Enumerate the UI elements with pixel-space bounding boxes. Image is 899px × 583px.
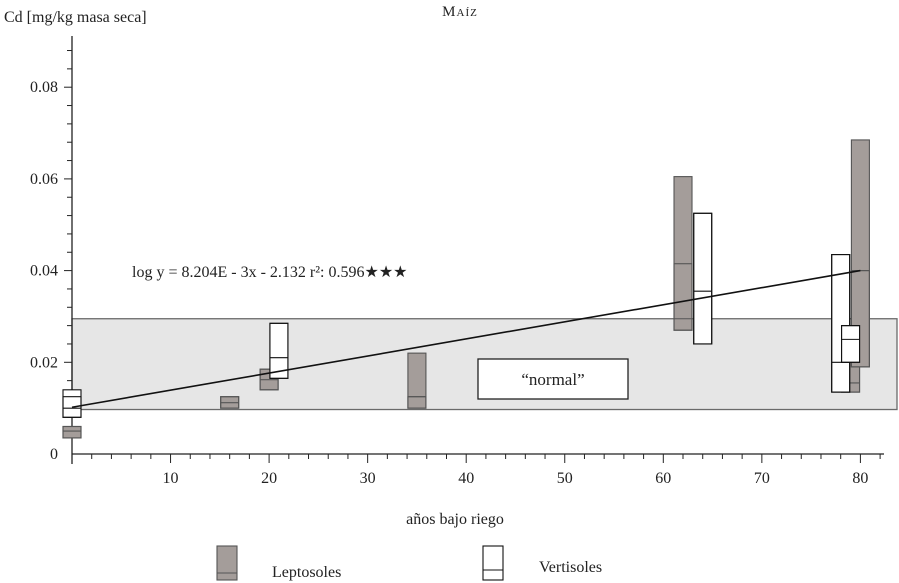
vertisol-box: [269, 322, 289, 379]
y-axis-label: Cd [mg/kg masa seca]: [4, 9, 147, 26]
normal-label: “normal”: [521, 370, 584, 389]
legend-vertisoles-label: Vertisoles: [539, 559, 602, 576]
y-tick-label: 0.04: [30, 263, 58, 280]
legend-vertisoles-swatch: [482, 545, 504, 581]
x-tick-label: 70: [754, 470, 770, 487]
x-tick-label: 10: [163, 470, 179, 487]
legend-leptosoles-label: Leptosoles: [272, 564, 341, 581]
leptosol-whisker: [407, 352, 427, 409]
y-tick-label: 0.02: [30, 354, 58, 371]
y-tick-label: 0.08: [30, 79, 58, 96]
y-tick-label: 0.06: [30, 171, 58, 188]
leptosol-whisker: [62, 425, 82, 439]
x-tick-label: 80: [852, 470, 868, 487]
vertisol-box: [62, 396, 82, 418]
x-tick-label: 30: [360, 470, 376, 487]
leptosol-box: [673, 263, 693, 331]
regression-label: log y = 8.204E - 3x - 2.132 r²: 0.596★★★: [132, 264, 408, 281]
x-axis-label: años bajo riego: [406, 511, 504, 528]
vertisol-box: [693, 212, 713, 345]
x-tick-label: 60: [655, 470, 671, 487]
vertisol-whisker: [62, 389, 82, 418]
vertisol-box: [831, 254, 851, 393]
vertisol-box: [840, 325, 861, 363]
vertisol-whisker: [840, 325, 861, 363]
leptosol-box: [62, 425, 82, 439]
plot-area: “normal” 10 20 30 40 50 60 70 80 0 0.02 0.04 0.06 0.0…: [30, 36, 898, 581]
normal-label-box: [477, 358, 629, 400]
regression-line: [71, 269, 861, 409]
legend-leptosoles-swatch: [216, 545, 238, 581]
y-tick-label: 0: [50, 446, 58, 463]
x-tick-label: 50: [557, 470, 573, 487]
leptosol-whisker: [673, 176, 693, 331]
chart-title: Maíz: [442, 4, 478, 20]
x-tick-label: 40: [458, 470, 474, 487]
x-tick-label: 20: [261, 470, 277, 487]
vertisol-whisker: [693, 212, 713, 345]
